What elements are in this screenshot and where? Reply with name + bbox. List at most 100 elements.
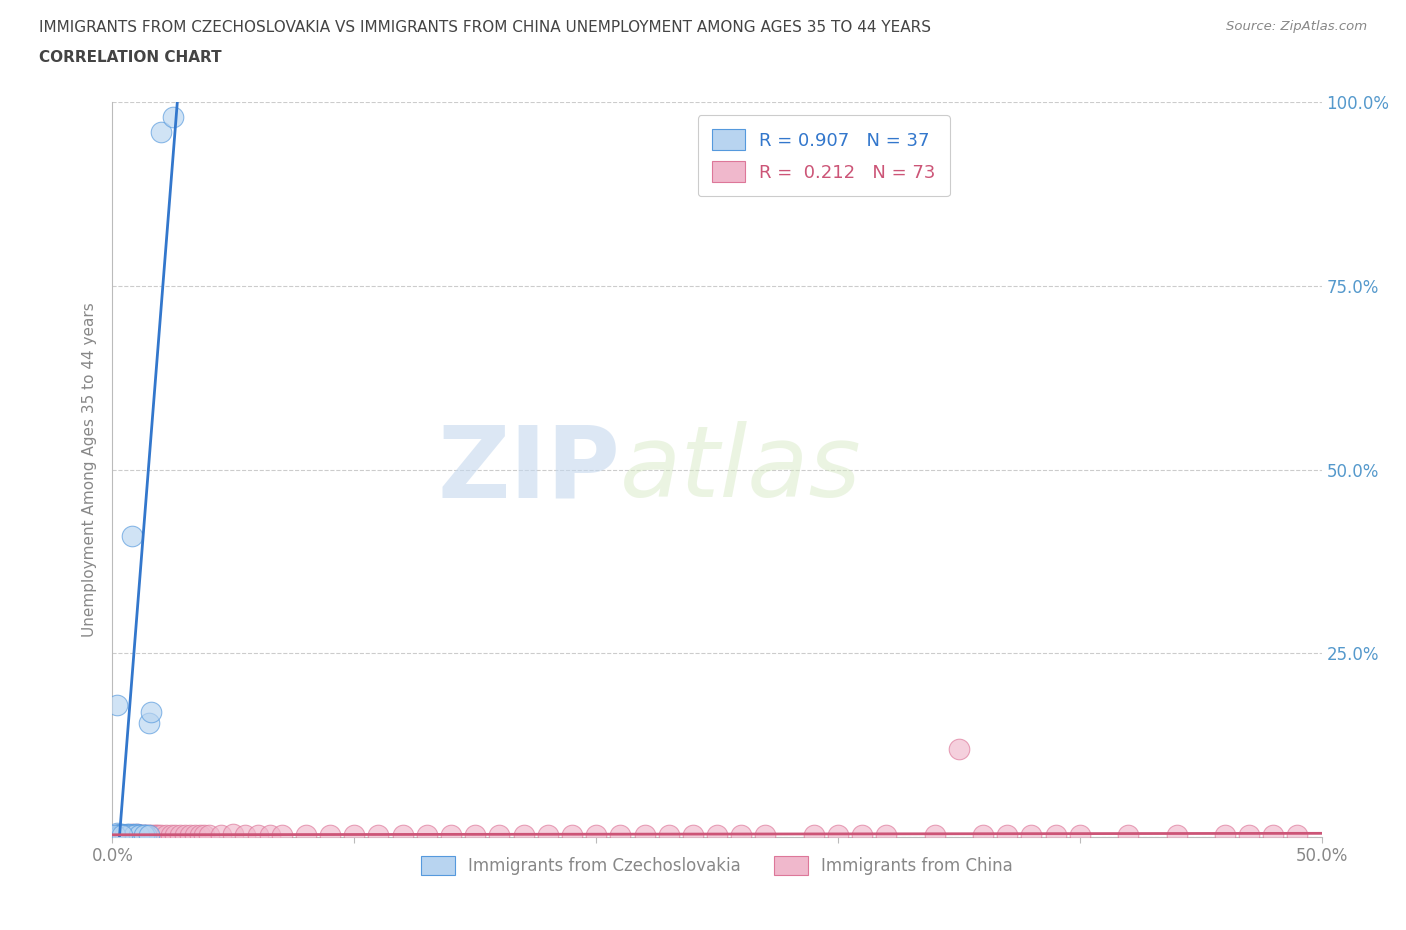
Point xyxy=(162,110,184,125)
Point xyxy=(875,828,897,843)
Point xyxy=(512,828,534,843)
Point xyxy=(149,125,172,140)
Text: atlas: atlas xyxy=(620,421,862,518)
Point xyxy=(128,828,150,843)
Point xyxy=(138,828,160,843)
Point xyxy=(416,828,439,843)
Point xyxy=(754,828,776,843)
Point xyxy=(104,828,127,843)
Point xyxy=(111,828,134,843)
Point xyxy=(128,828,150,843)
Text: ZIP: ZIP xyxy=(437,421,620,518)
Point xyxy=(343,828,366,843)
Point xyxy=(295,828,318,843)
Point xyxy=(1045,828,1067,843)
Point xyxy=(118,828,141,843)
Point xyxy=(179,828,201,843)
Point xyxy=(609,828,631,843)
Point xyxy=(851,828,873,843)
Point xyxy=(105,828,128,843)
Point xyxy=(193,828,215,843)
Point xyxy=(972,828,994,843)
Point xyxy=(585,828,607,843)
Point xyxy=(105,826,128,841)
Point xyxy=(135,828,157,843)
Point xyxy=(114,828,136,843)
Point xyxy=(183,828,205,843)
Y-axis label: Unemployment Among Ages 35 to 44 years: Unemployment Among Ages 35 to 44 years xyxy=(82,302,97,637)
Point xyxy=(169,828,191,843)
Point xyxy=(537,828,560,843)
Point xyxy=(108,828,131,843)
Point xyxy=(1237,828,1260,843)
Point xyxy=(131,828,153,843)
Point xyxy=(209,828,232,843)
Point xyxy=(1021,828,1043,843)
Legend: Immigrants from Czechoslovakia, Immigrants from China: Immigrants from Czechoslovakia, Immigran… xyxy=(413,848,1021,884)
Point xyxy=(198,828,221,843)
Point xyxy=(118,828,141,843)
Point xyxy=(658,828,681,843)
Point xyxy=(159,828,181,843)
Point xyxy=(1286,828,1309,843)
Point xyxy=(138,828,160,843)
Point xyxy=(121,828,143,843)
Point xyxy=(105,698,128,712)
Point xyxy=(114,828,136,843)
Point xyxy=(122,828,145,843)
Point xyxy=(924,828,946,843)
Point xyxy=(132,828,155,843)
Point xyxy=(948,741,970,756)
Point xyxy=(165,828,187,843)
Point xyxy=(111,827,134,842)
Point xyxy=(682,828,704,843)
Point xyxy=(125,828,148,843)
Text: CORRELATION CHART: CORRELATION CHART xyxy=(39,50,222,65)
Point xyxy=(633,828,655,843)
Point xyxy=(1116,828,1139,843)
Point xyxy=(114,828,136,843)
Point xyxy=(115,828,138,843)
Point xyxy=(155,828,177,843)
Point xyxy=(108,827,131,842)
Point xyxy=(122,828,145,843)
Point xyxy=(235,828,257,843)
Point xyxy=(730,828,752,843)
Point xyxy=(121,827,143,842)
Point xyxy=(104,828,127,843)
Point xyxy=(104,828,127,843)
Point xyxy=(145,828,167,843)
Point xyxy=(488,828,510,843)
Point xyxy=(827,828,849,843)
Point xyxy=(118,827,141,842)
Point xyxy=(108,828,131,843)
Point xyxy=(149,828,172,843)
Point xyxy=(367,828,389,843)
Point xyxy=(114,828,136,843)
Point xyxy=(142,828,165,843)
Point xyxy=(561,828,583,843)
Point xyxy=(138,716,160,731)
Point xyxy=(391,828,413,843)
Point xyxy=(319,828,342,843)
Point xyxy=(108,828,131,843)
Point xyxy=(706,828,728,843)
Point xyxy=(188,828,211,843)
Point xyxy=(148,828,170,843)
Point xyxy=(105,828,128,843)
Point xyxy=(122,828,145,843)
Point xyxy=(111,828,134,843)
Point xyxy=(128,828,150,843)
Point xyxy=(141,828,163,843)
Point xyxy=(246,828,269,843)
Point xyxy=(125,827,148,842)
Point xyxy=(440,828,463,843)
Text: Source: ZipAtlas.com: Source: ZipAtlas.com xyxy=(1226,20,1367,33)
Point xyxy=(122,827,145,842)
Point xyxy=(121,528,143,543)
Point xyxy=(111,828,134,843)
Point xyxy=(131,828,153,843)
Point xyxy=(141,705,163,720)
Point xyxy=(270,828,292,843)
Point xyxy=(135,828,157,843)
